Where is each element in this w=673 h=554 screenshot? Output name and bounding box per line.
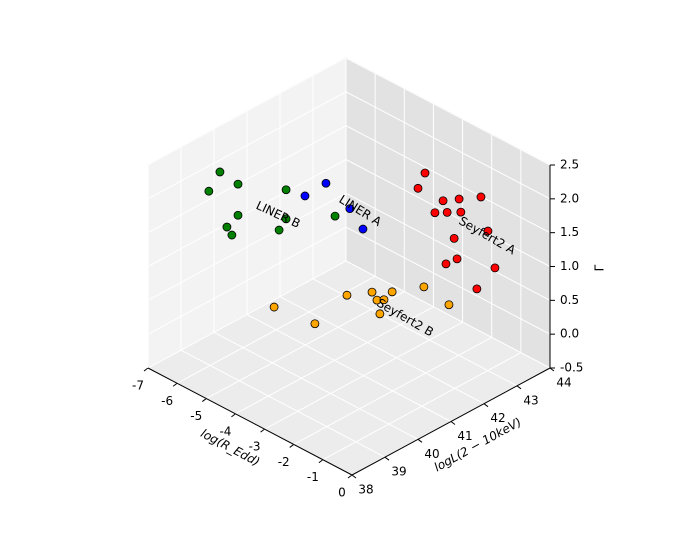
grid-line <box>147 192 347 301</box>
x-tick-label: -5 <box>190 409 202 423</box>
grid-line <box>147 125 347 234</box>
grid-line <box>279 296 485 405</box>
tick-mark <box>347 474 353 479</box>
grid-line <box>147 159 347 267</box>
z-tick-label: 1.0 <box>560 259 579 273</box>
y-tick-label: 44 <box>556 376 571 390</box>
x-tick-label: -3 <box>249 440 261 454</box>
x-tick-label: 0 <box>338 486 346 500</box>
grid-line <box>147 91 347 200</box>
tick-mark <box>516 385 522 390</box>
tick-mark <box>351 474 357 479</box>
z-tick-label: 0.5 <box>560 293 579 307</box>
grid-line <box>147 260 347 369</box>
x-axis-line <box>147 367 353 476</box>
tick-mark <box>289 444 295 448</box>
grid-line <box>345 91 551 200</box>
tick-mark <box>318 459 324 464</box>
data-point <box>379 295 389 305</box>
tick-mark <box>450 421 456 425</box>
grid-line <box>345 192 551 301</box>
data-point <box>274 225 284 235</box>
data-point <box>476 192 486 202</box>
grid-line <box>246 314 452 422</box>
z-tick-label: -0.5 <box>560 361 583 375</box>
data-point <box>375 309 385 319</box>
data-point <box>449 233 459 243</box>
z-tick-label: 2.0 <box>560 191 579 205</box>
y-tick-label: 41 <box>457 429 472 443</box>
data-point <box>227 230 237 240</box>
tick-mark <box>260 428 265 433</box>
tick-mark <box>143 367 149 372</box>
grid-line <box>180 349 386 458</box>
data-point <box>456 207 466 217</box>
x-tick-label: -6 <box>161 394 173 408</box>
data-point <box>300 191 310 201</box>
data-point <box>441 259 451 269</box>
data-point <box>419 282 429 292</box>
grid-line <box>147 57 347 166</box>
data-point <box>413 183 423 193</box>
data-point <box>233 179 243 189</box>
data-point <box>215 167 225 177</box>
data-point <box>367 287 377 297</box>
tick-mark <box>483 403 489 408</box>
y-tick-label: 40 <box>424 447 439 461</box>
z-axis-label: Γ <box>593 264 607 271</box>
y-axis-line <box>351 367 551 476</box>
z-tick-label: 1.5 <box>560 225 579 239</box>
tick-mark <box>384 456 390 461</box>
grid-line <box>213 331 419 440</box>
data-point <box>342 290 352 300</box>
z-tick-label: 2.5 <box>560 158 579 172</box>
data-point <box>430 208 440 218</box>
data-point <box>454 194 464 204</box>
data-point <box>420 168 430 178</box>
data-point <box>269 302 279 312</box>
data-point <box>490 263 500 273</box>
tick-mark <box>417 438 423 443</box>
tick-mark <box>201 398 207 402</box>
data-point <box>321 178 331 188</box>
data-point <box>345 204 355 214</box>
data-point <box>444 300 454 310</box>
y-tick-label: 38 <box>358 483 373 497</box>
data-point <box>472 284 482 294</box>
x-tick-label: -1 <box>307 470 319 484</box>
tick-mark <box>172 382 178 387</box>
x-tick-label: -2 <box>278 455 290 469</box>
data-point <box>452 254 462 264</box>
y-tick-label: 39 <box>391 465 406 479</box>
y-tick-label: 42 <box>490 411 505 425</box>
x-tick-label: -4 <box>219 424 231 438</box>
data-point <box>222 222 232 232</box>
data-point <box>442 207 452 217</box>
grid-line <box>345 57 551 166</box>
y-tick-label: 43 <box>523 393 538 407</box>
data-point <box>387 287 397 297</box>
data-point <box>358 224 368 234</box>
data-point <box>233 210 243 220</box>
x-tick-label: -7 <box>132 379 144 393</box>
z-tick-label: 0.0 <box>560 327 579 341</box>
grid-line <box>147 226 347 335</box>
grid-line <box>345 125 551 234</box>
tick-mark <box>231 413 236 418</box>
data-point <box>483 226 493 236</box>
data-point <box>330 211 340 221</box>
data-point <box>281 185 291 195</box>
data-point <box>281 214 291 224</box>
grid-line <box>345 226 551 335</box>
data-point <box>438 196 448 206</box>
data-point <box>204 186 214 196</box>
grid-line <box>345 260 551 369</box>
data-point <box>310 319 320 329</box>
